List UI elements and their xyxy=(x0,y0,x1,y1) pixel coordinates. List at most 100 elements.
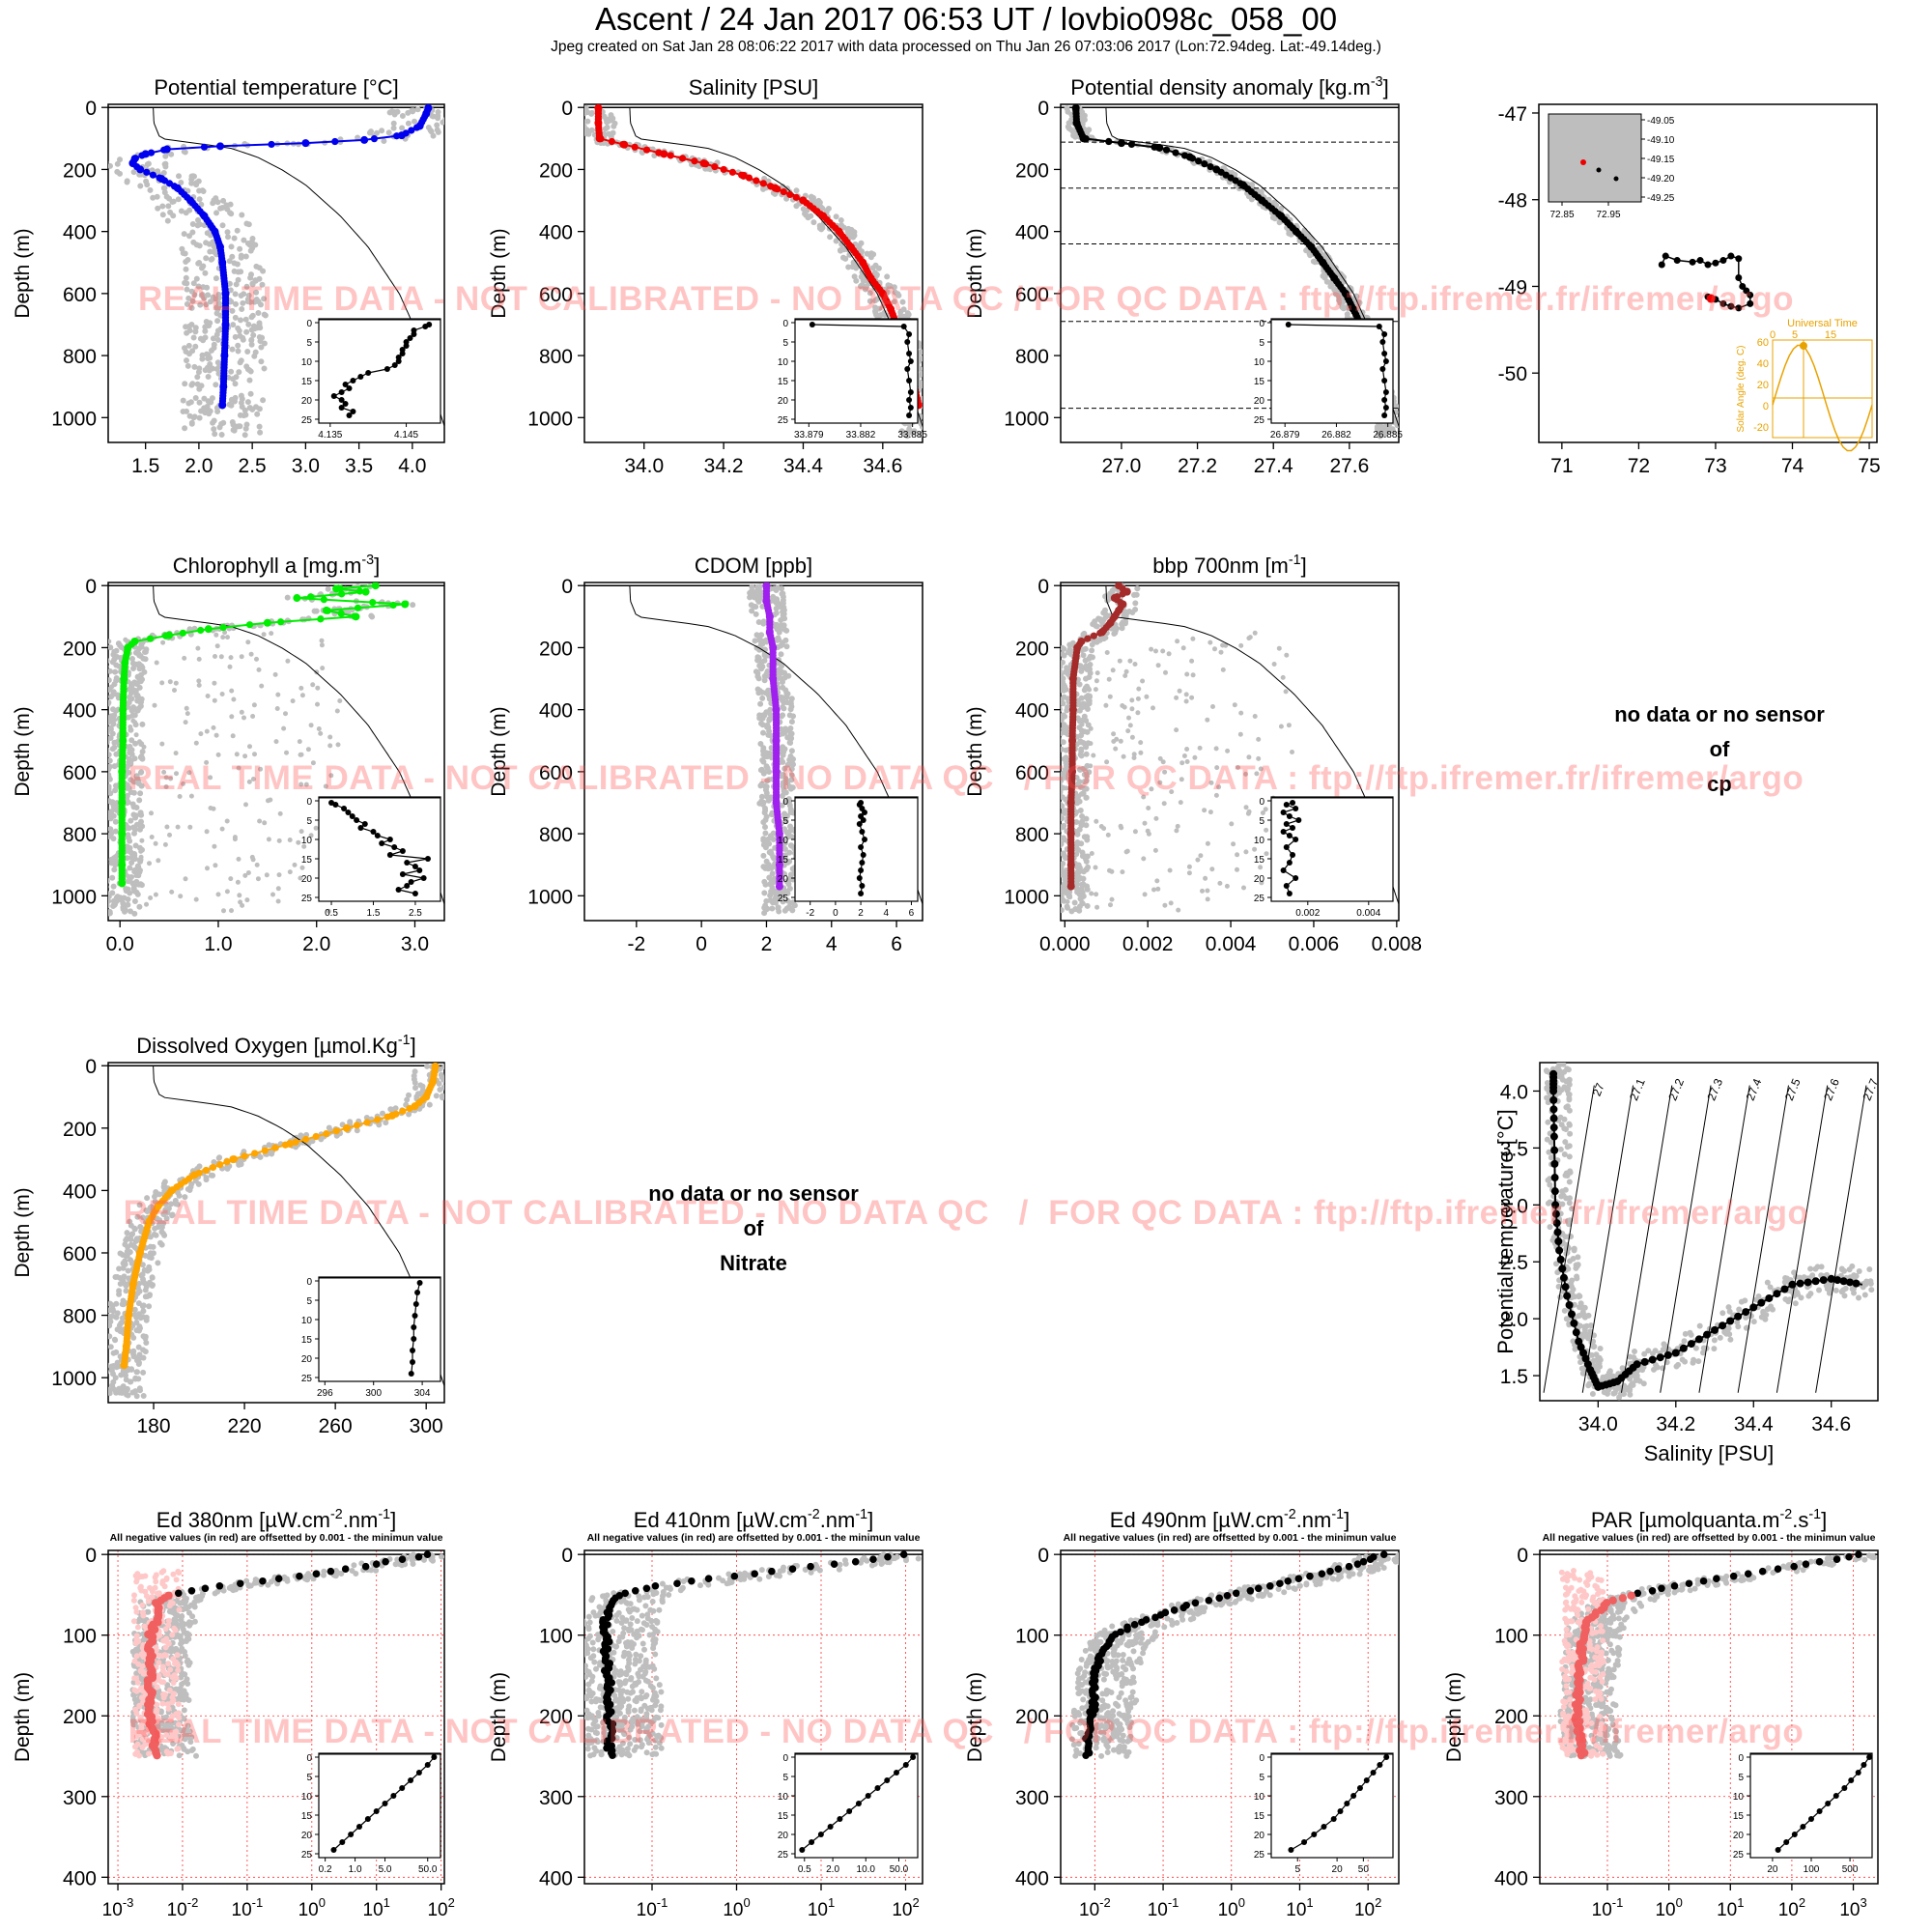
ts-point xyxy=(1550,1174,1559,1182)
ts-point xyxy=(1811,1277,1820,1286)
inset-data-point xyxy=(407,335,413,341)
inset-data-point xyxy=(1783,1839,1790,1845)
x-tick-label: 34.0 xyxy=(624,455,664,477)
profile-node xyxy=(342,1123,351,1132)
x-tick-label: 3.5 xyxy=(345,455,373,477)
plot-frame xyxy=(1060,1549,1400,1885)
y-tick-label: 600 xyxy=(1015,762,1049,784)
y-tick-label: 600 xyxy=(1015,284,1049,306)
inset-data-point xyxy=(900,324,907,329)
inset-data-point xyxy=(858,891,865,896)
inset-data-point xyxy=(862,837,868,842)
x-tick-label: 27.4 xyxy=(1254,455,1293,477)
inset-plot: -2 0 2 4 6 0 5 10 15 20 25 xyxy=(778,796,919,919)
inset-y-tick-label: 25 xyxy=(778,1850,789,1861)
profile-node xyxy=(118,798,127,807)
inset-data-point xyxy=(399,871,406,877)
inset-data-point xyxy=(416,1280,423,1286)
inset-data-point xyxy=(1290,825,1296,831)
inset-data-point xyxy=(350,378,356,384)
inset-data-point xyxy=(348,1832,355,1837)
profile-point xyxy=(1090,632,1097,639)
profile-node xyxy=(165,631,174,639)
x-tick-label: 34.6 xyxy=(1811,1413,1851,1435)
x-tick-label: 101 xyxy=(363,1895,390,1920)
ts-point xyxy=(1804,1278,1812,1287)
profile-point xyxy=(1379,1550,1388,1558)
y-tick-label: 400 xyxy=(63,700,97,723)
inset-y-tick-label: 0 xyxy=(306,1277,312,1288)
profile-node xyxy=(429,1077,438,1086)
zoom-last-position xyxy=(1580,159,1586,165)
y-tick-label: 100 xyxy=(1494,1626,1528,1648)
profile-node xyxy=(186,196,195,205)
profile-node xyxy=(216,242,224,251)
x-tick-label: 75 xyxy=(1858,455,1880,477)
inset-y-tick-label: 0 xyxy=(306,1753,312,1764)
plot-frame xyxy=(1060,103,1400,443)
y-tick-label: 400 xyxy=(539,1867,573,1889)
profile-point xyxy=(312,1132,320,1141)
inset-data-point xyxy=(395,887,402,893)
x-tick-label: 10-1 xyxy=(637,1895,668,1920)
y-tick-label: 300 xyxy=(63,1787,97,1809)
inset-data-point xyxy=(1800,1824,1806,1830)
y-tick-label: 400 xyxy=(1494,1867,1528,1889)
profile-point xyxy=(354,604,362,611)
profile-point xyxy=(1254,1584,1263,1593)
inset-x-tick-label: 0.002 xyxy=(1295,908,1320,919)
profile-node xyxy=(765,628,774,637)
x-tick-label: 100 xyxy=(1655,1895,1682,1920)
x-tick-label: 27.6 xyxy=(1329,455,1369,477)
inset-x-tick-label: 50 xyxy=(1358,1864,1370,1875)
profile-node xyxy=(765,612,774,621)
y-axis-label: Depth (m) xyxy=(964,706,986,796)
isopycnal-label: 27.1 xyxy=(1627,1076,1648,1102)
profile-point xyxy=(197,626,205,635)
track-point xyxy=(1673,257,1681,265)
inset-data-point xyxy=(1383,1754,1390,1760)
inset-y-tick-label: 10 xyxy=(1254,1792,1265,1803)
profile-node xyxy=(799,196,808,205)
x-tick-label: 0.000 xyxy=(1039,933,1091,955)
profile-node xyxy=(1068,674,1077,683)
inset-x-tick-label: -2 xyxy=(806,908,814,919)
ts-point xyxy=(1788,1280,1797,1289)
profile-point xyxy=(414,1552,423,1561)
x-tick-label: 2.0 xyxy=(302,933,330,955)
y-tick-label: 400 xyxy=(539,222,573,244)
inset-x-tick-label: 6 xyxy=(909,908,915,919)
panel-map: 71 72 73 74 75 -47 -48 -49 -50 -49.05 -49.10 -49.15… xyxy=(1498,103,1881,477)
solar-x-tick-label: 5 xyxy=(1792,329,1798,341)
profile-node xyxy=(739,171,748,180)
profile-point xyxy=(341,1565,350,1574)
y-axis-label: Depth (m) xyxy=(488,1672,510,1762)
profile-node xyxy=(762,582,771,590)
zoom-y-tick-label: -49.20 xyxy=(1647,174,1675,185)
inset-data-point xyxy=(1775,1847,1781,1853)
profile-point xyxy=(149,171,156,179)
profile-point xyxy=(337,610,345,617)
profile-point xyxy=(201,1584,210,1593)
inset-y-tick-label: 25 xyxy=(1254,1850,1265,1861)
plot-area xyxy=(629,582,923,917)
inset-data-point xyxy=(411,331,417,337)
y-tick-label: 200 xyxy=(63,1119,97,1141)
inset-data-point xyxy=(370,829,377,835)
y-tick-label: 200 xyxy=(539,1706,573,1728)
inset-y-tick-label: 20 xyxy=(1254,874,1265,885)
ts-point xyxy=(1565,1301,1574,1310)
inset-y-tick-label: 15 xyxy=(1254,855,1265,866)
x-tick-label: 10-3 xyxy=(102,1895,134,1920)
y-tick-label: 300 xyxy=(539,1787,573,1809)
profile-node xyxy=(594,104,603,112)
inset-frame xyxy=(794,318,919,424)
inset-x-tick-label: 0.2 xyxy=(319,1864,332,1875)
inset-data-point xyxy=(860,817,867,823)
inset-y-tick-label: 15 xyxy=(1254,377,1265,387)
y-axis-label: Depth (m) xyxy=(1443,1672,1465,1762)
profile-node xyxy=(775,830,783,838)
profile-node xyxy=(1122,587,1131,596)
